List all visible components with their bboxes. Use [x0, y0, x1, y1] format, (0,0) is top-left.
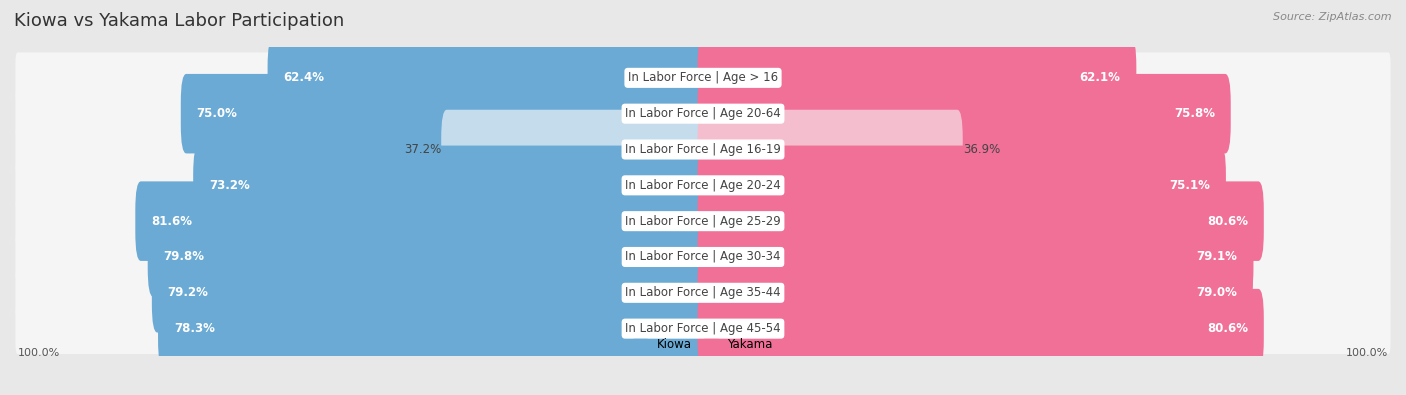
- Text: 36.9%: 36.9%: [963, 143, 1000, 156]
- FancyBboxPatch shape: [15, 88, 1391, 139]
- Text: 73.2%: 73.2%: [209, 179, 250, 192]
- Text: 62.4%: 62.4%: [284, 71, 325, 85]
- FancyBboxPatch shape: [697, 217, 1254, 297]
- Text: In Labor Force | Age 35-44: In Labor Force | Age 35-44: [626, 286, 780, 299]
- FancyBboxPatch shape: [697, 74, 1230, 153]
- FancyBboxPatch shape: [697, 253, 1253, 333]
- FancyBboxPatch shape: [697, 110, 963, 189]
- Text: 100.0%: 100.0%: [1347, 348, 1389, 358]
- Text: In Labor Force | Age 20-24: In Labor Force | Age 20-24: [626, 179, 780, 192]
- FancyBboxPatch shape: [697, 289, 1264, 369]
- FancyBboxPatch shape: [15, 53, 1391, 103]
- Text: In Labor Force | Age 45-54: In Labor Force | Age 45-54: [626, 322, 780, 335]
- FancyBboxPatch shape: [193, 146, 709, 225]
- Text: In Labor Force | Age 16-19: In Labor Force | Age 16-19: [626, 143, 780, 156]
- FancyBboxPatch shape: [441, 110, 709, 189]
- FancyBboxPatch shape: [15, 303, 1391, 354]
- Text: 79.8%: 79.8%: [163, 250, 204, 263]
- Text: In Labor Force | Age 30-34: In Labor Force | Age 30-34: [626, 250, 780, 263]
- Text: 79.1%: 79.1%: [1197, 250, 1237, 263]
- Text: 75.0%: 75.0%: [197, 107, 238, 120]
- FancyBboxPatch shape: [15, 124, 1391, 175]
- FancyBboxPatch shape: [15, 231, 1391, 282]
- FancyBboxPatch shape: [15, 196, 1391, 246]
- FancyBboxPatch shape: [15, 160, 1391, 211]
- Text: 37.2%: 37.2%: [404, 143, 441, 156]
- FancyBboxPatch shape: [135, 181, 709, 261]
- Text: 79.0%: 79.0%: [1197, 286, 1237, 299]
- Text: 100.0%: 100.0%: [17, 348, 59, 358]
- Text: 80.6%: 80.6%: [1206, 322, 1249, 335]
- Text: Source: ZipAtlas.com: Source: ZipAtlas.com: [1274, 12, 1392, 22]
- Legend: Kiowa, Yakama: Kiowa, Yakama: [628, 333, 778, 356]
- Text: In Labor Force | Age > 16: In Labor Force | Age > 16: [628, 71, 778, 85]
- FancyBboxPatch shape: [697, 38, 1136, 118]
- FancyBboxPatch shape: [15, 267, 1391, 318]
- Text: 75.1%: 75.1%: [1170, 179, 1211, 192]
- Text: Kiowa vs Yakama Labor Participation: Kiowa vs Yakama Labor Participation: [14, 12, 344, 30]
- FancyBboxPatch shape: [157, 289, 709, 369]
- FancyBboxPatch shape: [181, 74, 709, 153]
- FancyBboxPatch shape: [697, 146, 1226, 225]
- Text: 62.1%: 62.1%: [1080, 71, 1121, 85]
- Text: 75.8%: 75.8%: [1174, 107, 1215, 120]
- FancyBboxPatch shape: [697, 181, 1264, 261]
- Text: In Labor Force | Age 25-29: In Labor Force | Age 25-29: [626, 214, 780, 228]
- Text: 80.6%: 80.6%: [1206, 214, 1249, 228]
- FancyBboxPatch shape: [267, 38, 709, 118]
- Text: In Labor Force | Age 20-64: In Labor Force | Age 20-64: [626, 107, 780, 120]
- Text: 78.3%: 78.3%: [174, 322, 215, 335]
- FancyBboxPatch shape: [148, 217, 709, 297]
- FancyBboxPatch shape: [152, 253, 709, 333]
- Text: 79.2%: 79.2%: [167, 286, 208, 299]
- Text: 81.6%: 81.6%: [152, 214, 193, 228]
